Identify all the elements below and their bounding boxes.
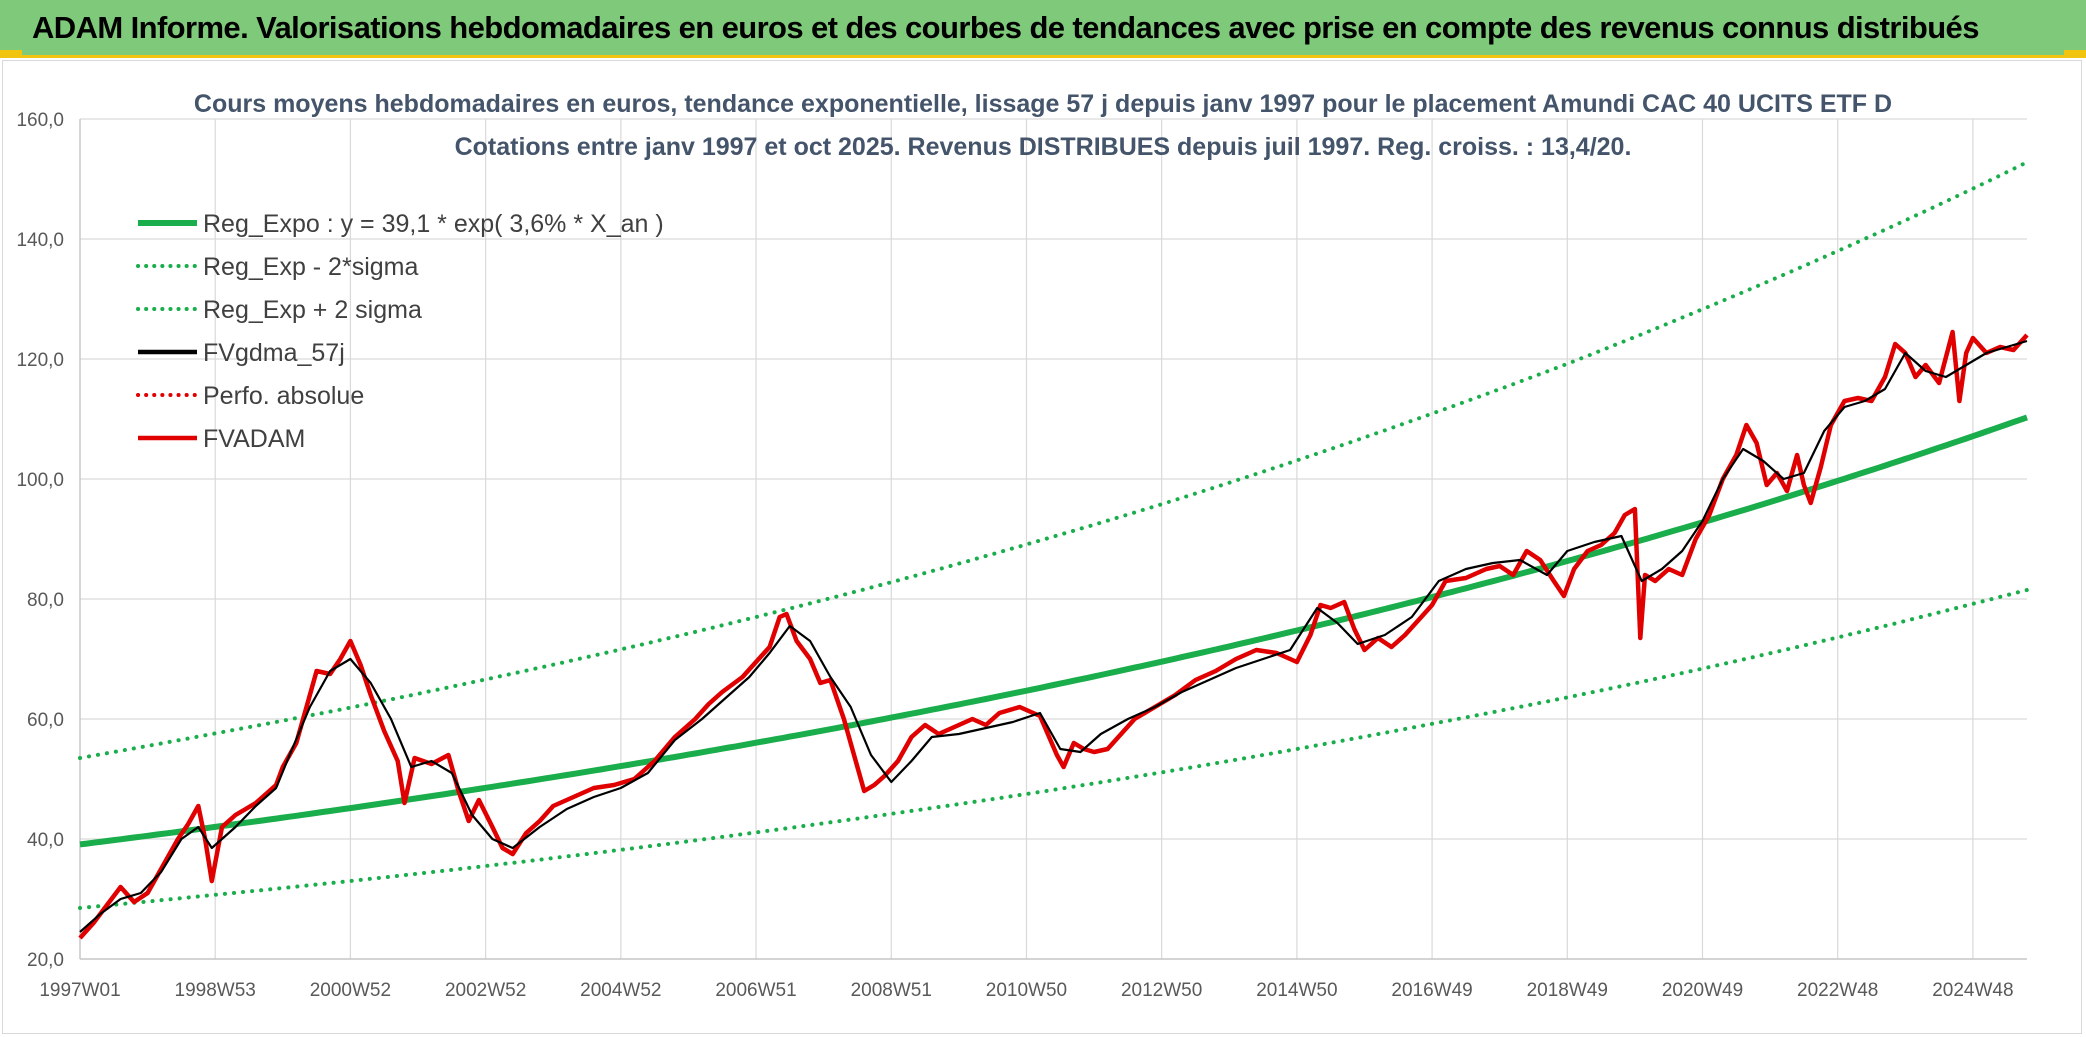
x-tick-label: 2014W50 xyxy=(1256,980,1337,1001)
x-tick-label: 2006W51 xyxy=(715,980,796,1001)
series-reg-expo-line xyxy=(79,414,2028,848)
x-tick-label: 2008W51 xyxy=(851,980,932,1001)
x-tick-label: 2020W49 xyxy=(1662,980,1743,1001)
series-lines xyxy=(78,160,2029,940)
legend-label: Reg_Exp + 2 sigma xyxy=(203,296,422,324)
y-tick-label: 140,0 xyxy=(16,230,64,251)
legend-label: Reg_Expo : y = 39,1 * exp( 3,6% * X_an ) xyxy=(203,210,664,238)
legend-label: FVgdma_57j xyxy=(203,339,345,367)
x-tick-label: 1998W53 xyxy=(175,980,256,1001)
y-tick-label: 120,0 xyxy=(16,350,64,371)
x-tick-label: 2022W48 xyxy=(1797,980,1878,1001)
x-tick-label: 2012W50 xyxy=(1121,980,1202,1001)
legend-label: FVADAM xyxy=(203,425,305,453)
series-lower-band-line xyxy=(78,588,2029,910)
legend-label: Reg_Exp - 2*sigma xyxy=(203,253,418,281)
x-tick-label: 2004W52 xyxy=(580,980,661,1001)
y-tick-label: 100,0 xyxy=(16,470,64,491)
series-fvadam-line xyxy=(78,329,2029,940)
x-tick-label: 2010W50 xyxy=(986,980,1067,1001)
x-tick-label: 1997W01 xyxy=(39,980,120,1001)
y-tick-label: 40,0 xyxy=(27,830,64,851)
report-banner: ADAM Informe. Valorisations hebdomadaire… xyxy=(0,0,2086,58)
x-tick-label: 2018W49 xyxy=(1527,980,1608,1001)
chart-title-line-2: Cotations entre janv 1997 et oct 2025. R… xyxy=(455,133,1632,161)
x-tick-label: 2016W49 xyxy=(1391,980,1472,1001)
legend: Reg_Expo : y = 39,1 * exp( 3,6% * X_an )… xyxy=(136,210,664,453)
y-tick-label: 160,0 xyxy=(16,110,64,131)
x-tick-label: 2000W52 xyxy=(310,980,391,1001)
report-title: ADAM Informe. Valorisations hebdomadaire… xyxy=(32,10,1979,45)
series-fvgdma-line xyxy=(79,339,2028,933)
legend-label: Perfo. absolue xyxy=(203,382,364,410)
grid-lines xyxy=(79,118,2027,960)
chart-area xyxy=(2,60,2082,1034)
y-tick-label: 80,0 xyxy=(27,590,64,611)
banner-accent-right xyxy=(2064,50,2086,58)
y-tick-label: 60,0 xyxy=(27,710,64,731)
x-tick-label: 2002W52 xyxy=(445,980,526,1001)
banner-accent-left xyxy=(0,50,22,58)
chart-title-line-1: Cours moyens hebdomadaires en euros, ten… xyxy=(194,90,1892,118)
axes: 20,0 40,0 60,0 80,0 100,0 120,0 140,0 160,0 1997… xyxy=(16,110,2027,1001)
y-tick-label: 20,0 xyxy=(27,950,64,971)
x-tick-label: 2024W48 xyxy=(1932,980,2013,1001)
